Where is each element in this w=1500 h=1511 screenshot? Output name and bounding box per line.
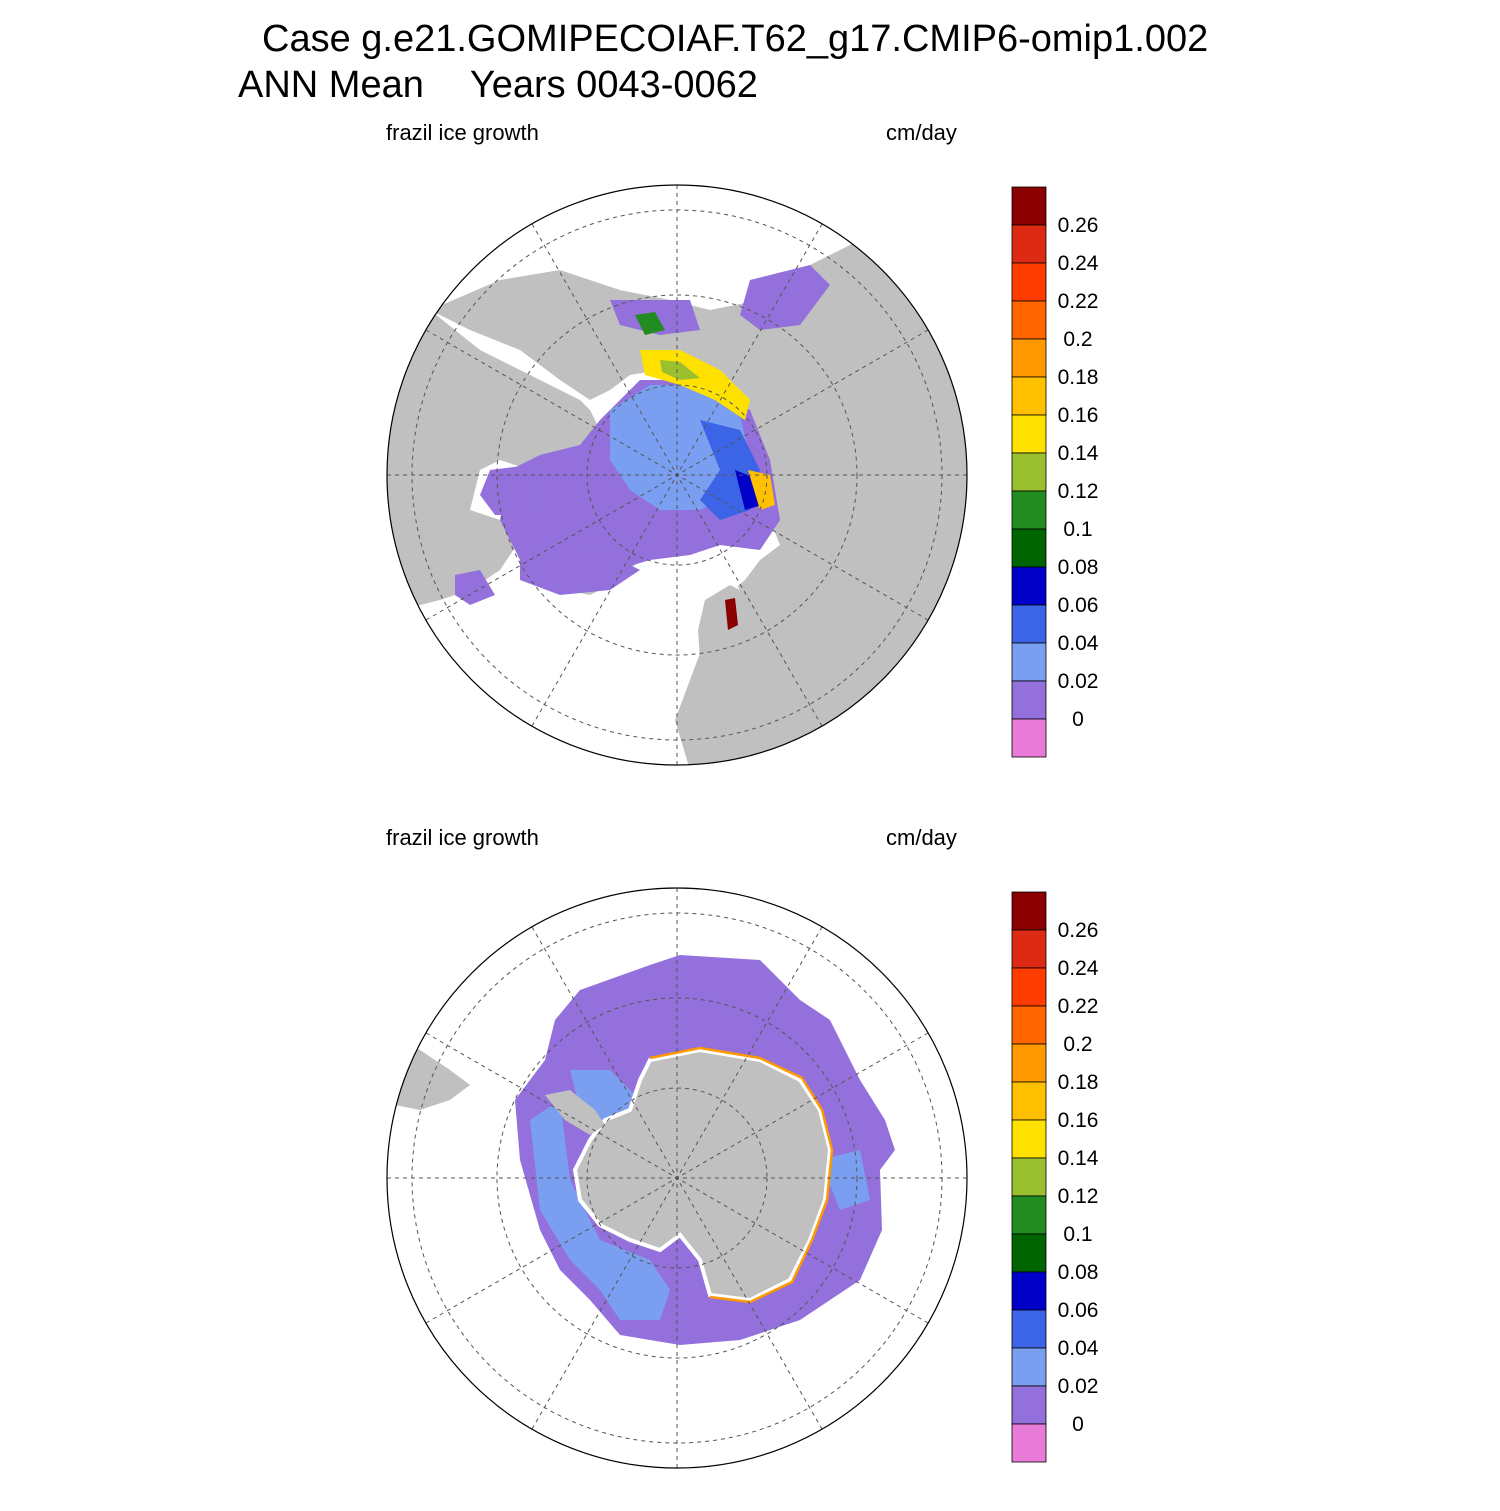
colorbar-box — [1011, 414, 1047, 454]
colorbar-box — [1011, 1271, 1047, 1311]
colorbar-tick-label: 0.14 — [1058, 1147, 1099, 1170]
colorbar-tick-label: 0.26 — [1058, 919, 1099, 942]
mean-label: ANN Mean — [238, 64, 424, 106]
north-colorbar — [1011, 186, 1047, 758]
colorbar-tick-label: 0.08 — [1058, 556, 1099, 579]
colorbar-box — [1011, 967, 1047, 1007]
colorbar-tick-label: 0.22 — [1058, 995, 1099, 1018]
south-polar-map-panel: 0.26 0.24 0.22 0.2 0.18 0.16 0.14 0.12 0.1 0.08 0.… — [386, 887, 1099, 1469]
colorbar-box — [1011, 300, 1047, 340]
colorbar-tick-label: 0 — [1072, 1413, 1084, 1436]
colorbar-tick-label: 0.26 — [1058, 214, 1099, 237]
colorbar-box — [1011, 1309, 1047, 1349]
north-ice-baffin — [520, 540, 640, 595]
colorbar-box — [1011, 1423, 1047, 1463]
colorbar-tick-label: 0.14 — [1058, 442, 1099, 465]
north-ice-hudson — [480, 465, 540, 515]
colorbar-tick-label: 0.04 — [1058, 632, 1099, 655]
north-ice-kamchatka — [740, 265, 830, 330]
south-coast-ring — [649, 1046, 834, 1304]
colorbar-box — [1011, 1195, 1047, 1235]
colorbar-box — [1011, 224, 1047, 264]
colorbar-box — [1011, 1043, 1047, 1083]
north-land-eurasia — [430, 200, 967, 765]
north-colorbar-labels: 0.26 0.24 0.22 0.2 0.18 0.16 0.14 0.12 0.1 0.08 0.… — [1058, 214, 1099, 731]
colorbar-box — [1011, 680, 1047, 720]
north-polar-map — [386, 184, 968, 766]
north-ice-bering-green — [635, 312, 665, 335]
colorbar-box — [1011, 1347, 1047, 1387]
north-variable-label: frazil ice growth — [386, 120, 539, 145]
colorbar-box — [1011, 1233, 1047, 1273]
colorbar-tick-label: 0 — [1072, 708, 1084, 731]
colorbar-tick-label: 0.18 — [1058, 1071, 1099, 1094]
colorbar-tick-label: 0.18 — [1058, 366, 1099, 389]
colorbar-box — [1011, 566, 1047, 606]
colorbar-box — [1011, 1385, 1047, 1425]
colorbar-tick-label: 0.1 — [1063, 1223, 1092, 1246]
colorbar-tick-label: 0.1 — [1063, 518, 1092, 541]
colorbar-tick-label: 0.2 — [1063, 328, 1092, 351]
colorbar-tick-label: 0.24 — [1058, 252, 1099, 275]
colorbar-box — [1011, 604, 1047, 644]
south-map-border — [386, 887, 968, 1469]
colorbar-box — [1011, 452, 1047, 492]
north-polar-map-panel: 0.26 0.24 0.22 0.2 0.18 0.16 0.14 0.12 0.1 0.08 0.… — [386, 184, 1099, 766]
south-variable-label: frazil ice growth — [386, 825, 539, 850]
colorbar-box — [1011, 490, 1047, 530]
colorbar-tick-label: 0.2 — [1063, 1033, 1092, 1056]
colorbar-tick-label: 0.08 — [1058, 1261, 1099, 1284]
south-land-antarctica — [572, 1047, 833, 1303]
south-units-label: cm/day — [886, 825, 957, 850]
colorbar-box — [1011, 1081, 1047, 1121]
south-polar-map — [386, 887, 968, 1469]
south-graticule — [387, 888, 967, 1468]
colorbar-tick-label: 0.06 — [1058, 1299, 1099, 1322]
colorbar-box — [1011, 718, 1047, 758]
colorbar-tick-label: 0.06 — [1058, 594, 1099, 617]
north-land-americas — [387, 310, 600, 480]
colorbar-tick-label: 0.02 — [1058, 1375, 1099, 1398]
colorbar-tick-label: 0.12 — [1058, 1185, 1099, 1208]
north-units-label: cm/day — [886, 120, 957, 145]
north-ice-labrador — [455, 570, 495, 605]
colorbar-box — [1011, 929, 1047, 969]
colorbar-box — [1011, 186, 1047, 226]
north-ice-baltic-red — [725, 598, 738, 630]
colorbar-tick-label: 0.02 — [1058, 670, 1099, 693]
north-ice-kara-green — [660, 360, 700, 380]
south-colorbar-labels: 0.26 0.24 0.22 0.2 0.18 0.16 0.14 0.12 0.1 0.08 0.… — [1058, 919, 1099, 1436]
north-map-border — [386, 184, 968, 766]
south-ice-lightblue-weddell — [530, 1100, 670, 1320]
colorbar-tick-label: 0.22 — [1058, 290, 1099, 313]
north-graticule — [387, 185, 967, 765]
south-land-peninsula — [545, 1090, 605, 1135]
colorbar-tick-label: 0.12 — [1058, 480, 1099, 503]
colorbar-tick-label: 0.16 — [1058, 1109, 1099, 1132]
south-ice-lightblue-east — [820, 1150, 870, 1210]
north-ice-barents-yellow — [748, 470, 775, 510]
colorbar-box — [1011, 262, 1047, 302]
colorbar-tick-label: 0.24 — [1058, 957, 1099, 980]
colorbar-box — [1011, 528, 1047, 568]
colorbar-box — [1011, 338, 1047, 378]
figure-title-case: Case g.e21.GOMIPECOIAF.T62_g17.CMIP6-omi… — [262, 18, 1209, 60]
colorbar-box — [1011, 891, 1047, 931]
years-label: Years 0043-0062 — [469, 64, 758, 106]
colorbar-box — [1011, 1119, 1047, 1159]
south-colorbar — [1011, 891, 1047, 1463]
colorbar-box — [1011, 376, 1047, 416]
colorbar-box — [1011, 1157, 1047, 1197]
colorbar-box — [1011, 1005, 1047, 1045]
colorbar-tick-label: 0.04 — [1058, 1337, 1099, 1360]
figure-title-period: ANN Mean Years 0043-0062 — [238, 64, 758, 107]
colorbar-box — [1011, 642, 1047, 682]
colorbar-tick-label: 0.16 — [1058, 404, 1099, 427]
north-land-north-america-south — [387, 470, 520, 610]
